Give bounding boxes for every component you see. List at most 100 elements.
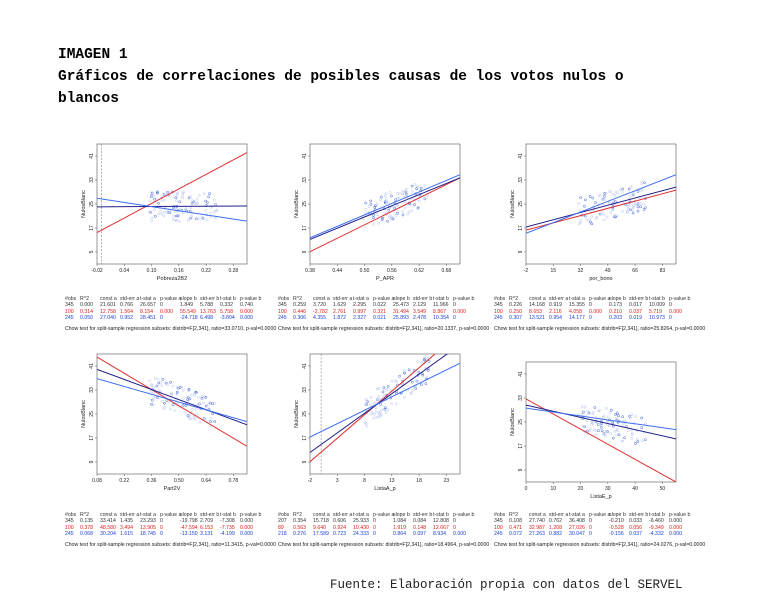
data-point [385,387,389,391]
data-point [416,184,419,188]
stats-cell: 0.250 [509,308,522,315]
data-point [577,202,581,205]
y-tick-label: 25 [518,201,524,207]
stats-header-cell: p-value b [240,512,262,518]
data-point [388,214,392,218]
data-point [390,389,394,393]
data-point [616,429,619,433]
stats-header-cell: std-err b [413,512,433,518]
data-point [411,189,414,193]
stats-cell: 5.758 [220,308,233,315]
data-point [583,425,587,429]
stats-cell: 2.116 [549,308,562,315]
data-point [591,196,595,200]
stats-header-row: #obs R^2 const a std-err a t-stat a p-value a… [65,296,276,302]
data-point [202,401,206,405]
x-tick-label: 49 [605,268,611,274]
y-tick-label: 33 [518,395,524,401]
x-axis-label: Pobreza2B2 [157,276,187,282]
stats-cell: 0 [589,315,592,322]
data-point [166,190,169,194]
scatter-plot: 0.08 0.22 0.36 0.50 0.64 0.78 9 17 25 33 41 Part2V N… [81,353,248,492]
stats-header-cell: std-err a [120,296,140,302]
stats-cell: 0 [453,524,456,531]
x-tick-label: 15 [550,268,556,274]
data-point [375,213,379,216]
stats-cell: 0.017 [629,302,642,309]
stats-cell: 0.606 [333,518,346,525]
data-point [598,212,602,216]
stats-header-cell: p-value b [669,296,691,302]
stats-cell: 0.050 [80,315,93,322]
data-point [157,201,160,205]
y-axis-label: NulosBlanc [294,400,300,428]
stats-cell: 2.327 [353,315,366,322]
data-point [406,212,409,216]
data-point [191,407,194,411]
regression-line-blue [310,174,460,239]
stats-row: 345 0.108 27.740 0.762 36.408 0 -0.210 0.033 -6.… [494,518,705,524]
data-point [367,205,371,208]
data-point [596,423,600,426]
data-point [175,195,179,199]
data-point [612,199,616,203]
x-tick-label: 23 [444,478,450,484]
data-point [190,213,193,216]
stats-cell: 0.056 [629,524,642,531]
data-point [195,197,199,201]
stats-header-cell: p-value b [453,296,475,302]
x-axis-label: Part2V [164,486,181,492]
data-point [187,196,191,200]
data-point [373,412,376,416]
stats-cell: 0.000 [453,308,466,315]
data-point [364,421,367,424]
x-tick-label: -2 [524,268,529,274]
data-point [373,205,377,209]
stats-cell: -47.594 [180,524,198,531]
data-point [160,199,164,203]
stats-row: 218 0.276 17.589 0.723 24.333 0 0.864 0.097 8.93… [278,531,489,537]
data-point [385,199,389,203]
stats-cell: 0 [160,315,163,322]
data-point [384,406,387,410]
data-point [591,412,595,416]
stats-header-cell: slope b [393,296,410,302]
stats-cell: 0 [589,518,592,525]
x-axis-label: por_bono [589,276,612,282]
data-point [419,186,423,190]
data-point [207,195,211,199]
data-point [597,194,601,198]
stats-cell: 12.758 [100,308,116,315]
data-point [421,373,425,377]
y-tick-label: 9 [518,468,524,471]
data-point [150,191,153,194]
data-point [643,438,647,442]
stats-cell: 1.872 [333,315,346,322]
stats-cell: 0.037 [629,308,642,315]
stats-cell: 15.355 [569,302,585,309]
data-point [379,414,382,418]
stats-cell: 24.333 [353,531,369,538]
stats-row: 100 0.378 48.580 3.494 13.905 0 -47.594 6.153 -7… [65,525,276,531]
y-tick-label: 41 [518,371,524,377]
stats-cell: 12.667 [433,524,449,531]
y-axis-label: NulosBlanc [81,400,87,428]
y-tick-label: 25 [302,411,308,417]
data-point [588,218,591,221]
data-point [613,429,617,433]
stats-header-cell: t-stat a [569,512,585,518]
data-point [617,433,621,437]
stats-header-cell: const a [313,296,330,302]
stats-cell: 18.745 [140,531,156,538]
point-cloud [577,180,647,226]
stats-header-cell: #obs [494,296,506,302]
data-point [619,188,622,192]
data-point [175,199,178,203]
data-point [380,218,384,221]
stats-cell: 0.173 [609,302,622,309]
stats-cell: 5.719 [649,308,662,315]
point-cloud [361,183,430,227]
data-point [397,196,401,199]
regression-line-blue [310,362,460,438]
data-point [381,216,384,220]
